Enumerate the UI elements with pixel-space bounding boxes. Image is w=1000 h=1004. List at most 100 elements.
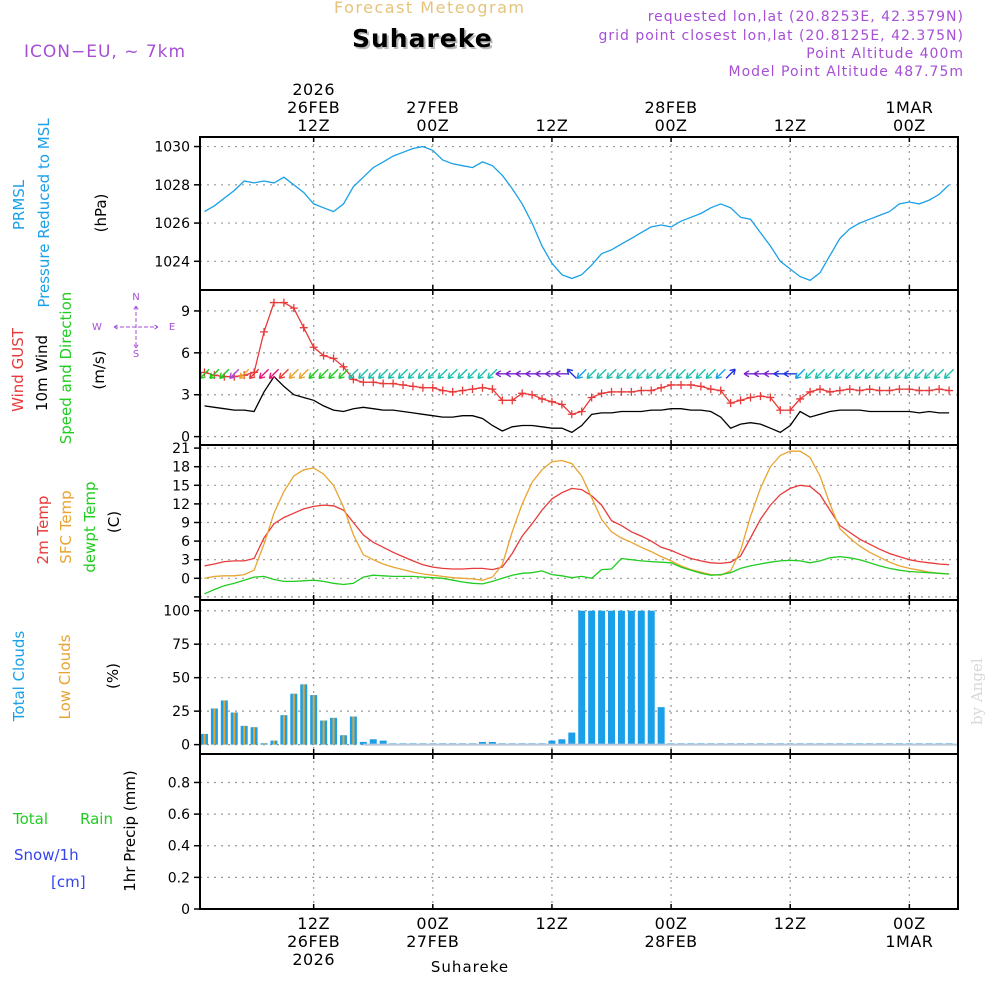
y-tick-label: 9 <box>181 516 190 532</box>
gust-marker <box>776 406 785 415</box>
y-tick-label: 0 <box>181 430 190 446</box>
series-2m-temp <box>204 484 950 571</box>
wind-direction-arrow <box>626 368 637 380</box>
gust-marker <box>557 400 566 409</box>
wind-direction-arrow <box>367 368 379 380</box>
y-tick-label: 100 <box>163 604 190 620</box>
gust-marker <box>627 387 636 396</box>
gust-marker <box>498 396 507 405</box>
compass-n: N <box>132 292 139 303</box>
footer-station: Suhareke <box>431 958 509 976</box>
compass-w: W <box>92 322 102 333</box>
bottom-time-label: 00Z <box>893 914 926 933</box>
wind-direction-arrow <box>209 368 220 380</box>
model-label: ICON−EU, ~ 7km <box>24 42 187 62</box>
bottom-time-label: 12Z <box>297 914 330 933</box>
gust-marker <box>438 386 447 395</box>
y-tick-label: 12 <box>172 497 190 513</box>
label-dewpt-temp: dewpt Temp <box>81 481 99 572</box>
y-tick-label: 9 <box>181 304 190 320</box>
wind-direction-arrow <box>229 368 240 380</box>
bar-low-clouds <box>233 712 236 745</box>
bar-total-clouds <box>588 610 596 745</box>
gust-marker <box>279 298 288 307</box>
label-rain: Rain <box>80 810 113 828</box>
bar-low-clouds <box>282 715 285 745</box>
requested-location: requested lon,lat (20.8253E, 42.3579N) <box>647 9 964 25</box>
y-tick-label: 6 <box>181 534 190 550</box>
wind-direction-arrow <box>258 368 270 380</box>
gust-marker <box>528 390 537 399</box>
gust-marker <box>806 387 815 396</box>
point-altitude: Point Altitude 400m <box>806 46 964 62</box>
y-tick-label: 25 <box>172 704 190 720</box>
bar-total-clouds <box>379 740 387 745</box>
wind-direction-arrow <box>288 368 299 380</box>
label-total-clouds: Total Clouds <box>10 631 28 723</box>
series-sfc-temp <box>204 450 950 581</box>
label-prmsl: PRMSL <box>10 179 28 230</box>
gust-marker <box>825 387 834 396</box>
top-time-label: 12Z <box>774 116 807 135</box>
gust-marker <box>865 385 874 394</box>
y-tick-label: 0.6 <box>168 807 190 823</box>
label-pressure: Pressure Reduced to MSL <box>35 118 53 308</box>
top-time-label: 28FEB <box>645 98 698 117</box>
y-tick-label: 0 <box>181 571 190 587</box>
series-wind-gust <box>204 301 950 416</box>
gust-marker <box>399 380 408 389</box>
wind-direction-arrow <box>397 368 409 380</box>
wind-direction-arrow <box>328 368 339 380</box>
wind-direction-arrow <box>844 368 855 380</box>
wind-direction-arrow <box>555 370 569 378</box>
bottom-time-label: 00Z <box>655 914 688 933</box>
wind-direction-arrow <box>358 368 369 380</box>
bottom-time-label: 28FEB <box>645 932 698 951</box>
bar-low-clouds <box>213 708 216 745</box>
y-tick-label: 1028 <box>154 178 190 194</box>
gust-marker <box>577 407 586 416</box>
bar-low-clouds <box>332 717 335 745</box>
y-tick-label: 1024 <box>154 254 190 270</box>
gust-marker <box>905 385 914 394</box>
top-time-label: 00Z <box>655 116 688 135</box>
wind-direction-arrow <box>298 368 309 380</box>
compass-s: S <box>133 349 139 360</box>
grid-point-location: grid point closest lon,lat (20.8125E, 42… <box>598 28 964 44</box>
bar-low-clouds <box>302 684 305 745</box>
gust-marker <box>657 383 666 392</box>
wind-direction-arrow <box>804 368 816 380</box>
wind-direction-arrow <box>467 368 478 380</box>
label-10m-wind: 10m Wind <box>33 335 51 411</box>
gust-marker <box>885 386 894 395</box>
y-tick-label: 0.2 <box>168 870 190 886</box>
wind-direction-arrow <box>268 368 280 380</box>
wind-direction-arrow <box>715 368 726 380</box>
wind-direction-arrow <box>616 368 627 380</box>
bar-low-clouds <box>342 735 345 745</box>
bar-low-clouds <box>272 740 275 745</box>
bottom-time-label: 1MAR <box>885 932 933 951</box>
gust-marker <box>945 386 954 395</box>
gust-marker <box>597 389 606 398</box>
wind-direction-arrow <box>705 368 716 380</box>
wind-direction-arrow <box>606 368 617 380</box>
gust-marker <box>746 393 755 402</box>
wind-direction-arrow <box>675 368 687 380</box>
wind-direction-arrow <box>814 368 826 380</box>
gust-marker <box>677 380 686 389</box>
y-tick-label: 1026 <box>154 216 190 232</box>
gust-marker <box>488 385 497 394</box>
wind-direction-arrow <box>308 368 319 380</box>
gust-marker <box>686 380 695 389</box>
label-sfc-temp: SFC Temp <box>57 490 75 563</box>
wind-direction-arrow <box>427 368 438 380</box>
label-percent: (%) <box>104 663 122 689</box>
wind-direction-arrow <box>655 368 667 380</box>
gust-marker <box>845 385 854 394</box>
gust-marker <box>587 393 596 402</box>
bar-total-clouds <box>598 610 606 745</box>
bottom-time-label: 12Z <box>774 914 807 933</box>
wind-direction-arrow <box>685 368 696 380</box>
